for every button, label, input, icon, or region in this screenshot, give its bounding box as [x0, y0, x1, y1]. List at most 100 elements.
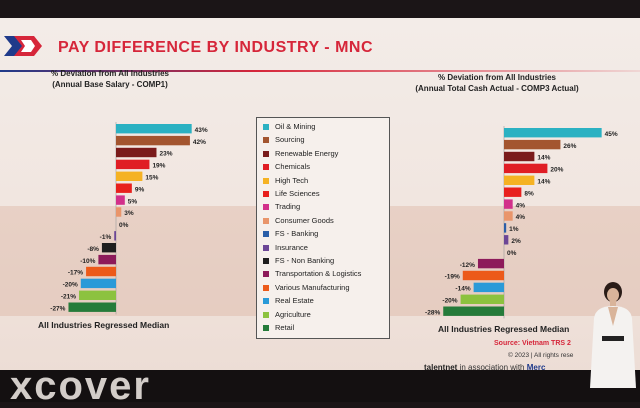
- bar-life-sciences: [504, 187, 522, 197]
- slide-title: PAY DIFFERENCE BY INDUSTRY - MNC: [58, 39, 374, 56]
- legend-swatch: [263, 231, 269, 238]
- legend-item: Insurance: [263, 242, 308, 254]
- legend-label: Renewable Energy: [275, 148, 339, 158]
- bar-value-label: -14%: [455, 286, 470, 293]
- bar-fs-non-banking: [101, 243, 116, 253]
- legend-label: Real Estate: [275, 296, 314, 306]
- legend-label: Oil & Mining: [275, 122, 316, 131]
- bar-insurance: [504, 235, 509, 245]
- right-chart-title-line1: % Deviation from All Industries: [438, 73, 556, 82]
- legend-item: Consumer Goods: [263, 215, 334, 227]
- title-divider: [0, 70, 640, 72]
- bar-value-label: -12%: [460, 262, 475, 269]
- legend-swatch: [263, 204, 269, 211]
- bar-value-label: -28%: [425, 309, 440, 316]
- left-chart-title: % Deviation from All Industries (Annual …: [40, 68, 180, 90]
- legend-label: Retail: [275, 323, 295, 332]
- legend-item: FS - Non Banking: [263, 255, 334, 267]
- bar-trading: [504, 199, 513, 209]
- bar-value-label: 8%: [524, 190, 534, 197]
- bar-value-label: 19%: [152, 163, 165, 170]
- bar-value-label: 0%: [119, 222, 129, 229]
- source-note: Source: Vietnam TRS 2: [494, 340, 571, 347]
- legend-item: Oil & Mining: [263, 121, 315, 133]
- right-bar-chart: 45%26%14%20%14%8%4%4%1%2%0%-12%-19%-14%-…: [425, 126, 618, 319]
- legend-item: Sourcing: [263, 134, 305, 146]
- legend-swatch: [263, 258, 269, 265]
- bar-fs-banking: [504, 223, 507, 233]
- legend-item: Real Estate: [263, 295, 314, 307]
- bar-value-label: -19%: [445, 274, 460, 281]
- slide-screen: PAY DIFFERENCE BY INDUSTRY - MNC % Devia…: [0, 18, 640, 388]
- legend-swatch: [263, 124, 269, 131]
- legend-swatch: [263, 164, 269, 171]
- company-logo-icon: [4, 36, 42, 56]
- copyright-note: © 2023 | All rights rese: [508, 352, 574, 359]
- bar-value-label: 14%: [537, 179, 550, 186]
- bar-value-label: 0%: [507, 250, 517, 257]
- legend-item: High Tech: [263, 175, 308, 187]
- bar-retail: [68, 302, 116, 312]
- bar-value-label: 1%: [509, 226, 519, 233]
- bar-value-label: -10%: [80, 258, 95, 265]
- legend-label: Life Sciences: [275, 189, 320, 198]
- legend: Oil & Mining Sourcing Renewable Energy Chem…: [256, 117, 390, 339]
- bar-renewable-energy: [116, 147, 157, 158]
- bar-retail: [443, 306, 504, 316]
- bar-value-label: -17%: [68, 270, 83, 277]
- bar-trading: [116, 195, 125, 205]
- legend-label: FS - Non Banking: [275, 256, 335, 265]
- bar-consumer-goods: [116, 207, 122, 217]
- bar-value-label: 26%: [563, 143, 576, 150]
- bar-oil-mining: [504, 128, 602, 138]
- legend-item: Renewable Energy: [263, 148, 338, 160]
- left-chart-title-line1: % Deviation from All Industries: [51, 69, 169, 78]
- legend-item: Chemicals: [263, 161, 310, 173]
- bar-value-label: 23%: [159, 151, 172, 158]
- legend-item: Transportation & Logistics: [263, 268, 361, 280]
- backdrop-text: xcover: [10, 364, 151, 408]
- bar-value-label: 43%: [195, 127, 208, 134]
- bar-value-label: 3%: [124, 210, 134, 217]
- bar-life-sciences: [116, 183, 132, 193]
- legend-label: High Tech: [275, 175, 309, 185]
- legend-label: Chemicals: [275, 162, 311, 172]
- bar-real-estate: [80, 278, 116, 289]
- bar-value-label: -27%: [50, 305, 65, 312]
- bar-various-manufacturing: [86, 266, 116, 277]
- bar-value-label: -8%: [87, 246, 99, 253]
- association-line: talentnet in association with Merc: [424, 363, 545, 372]
- right-chart-subtitle: (Annual Total Cash Actual - COMP3 Actual…: [415, 84, 579, 93]
- partner-name: Merc: [526, 363, 546, 372]
- bar-sourcing: [116, 135, 190, 146]
- bar-value-label: 9%: [135, 186, 145, 193]
- legend-swatch: [263, 137, 269, 144]
- bar-value-label: 2%: [511, 238, 521, 245]
- bar-chemicals: [116, 159, 150, 170]
- legend-item: Agriculture: [263, 309, 311, 321]
- bar-value-label: 4%: [516, 202, 526, 209]
- left-chart-subtitle: (Annual Base Salary - COMP1): [52, 80, 168, 89]
- legend-item: Life Sciences: [263, 188, 320, 200]
- bar-value-label: 42%: [193, 139, 206, 146]
- bar-high-tech: [504, 175, 535, 185]
- association-text: in association with: [459, 363, 525, 372]
- bar-value-label: 15%: [145, 175, 158, 182]
- legend-swatch: [263, 325, 269, 332]
- bar-value-label: -20%: [442, 298, 457, 305]
- right-chart-title: % Deviation from All Industries (Annual …: [412, 72, 582, 94]
- legend-swatch: [263, 244, 269, 251]
- bar-value-label: -20%: [63, 282, 78, 289]
- bar-value-label: 5%: [128, 198, 138, 205]
- legend-item: Trading: [263, 201, 300, 213]
- bar-chemicals: [504, 163, 548, 174]
- bar-oil-mining: [116, 124, 192, 134]
- speaker-figure: [590, 282, 636, 388]
- legend-item: Various Manufacturing: [263, 282, 349, 294]
- left-bar-chart: 43% 42% 23% 19% 15%9% 5% 3% 0% -1%-8% -10% -17% -20…: [50, 122, 208, 315]
- bar-renewable-energy: [504, 151, 535, 162]
- bar-insurance: [114, 231, 116, 241]
- legend-label: Transportation & Logistics: [275, 269, 362, 279]
- legend-swatch: [263, 217, 269, 224]
- bar-value-label: -21%: [61, 294, 76, 301]
